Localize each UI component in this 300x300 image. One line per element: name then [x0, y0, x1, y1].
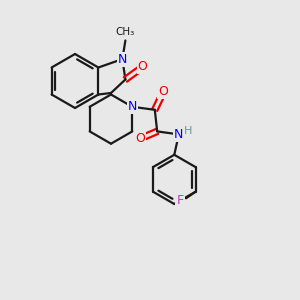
Text: F: F — [176, 194, 184, 207]
Text: O: O — [135, 131, 145, 145]
Text: O: O — [137, 60, 147, 74]
Text: O: O — [158, 85, 168, 98]
Text: N: N — [118, 52, 127, 66]
Text: N: N — [174, 128, 184, 141]
Text: CH₃: CH₃ — [116, 27, 135, 37]
Text: N: N — [128, 100, 137, 113]
Text: H: H — [184, 126, 193, 136]
